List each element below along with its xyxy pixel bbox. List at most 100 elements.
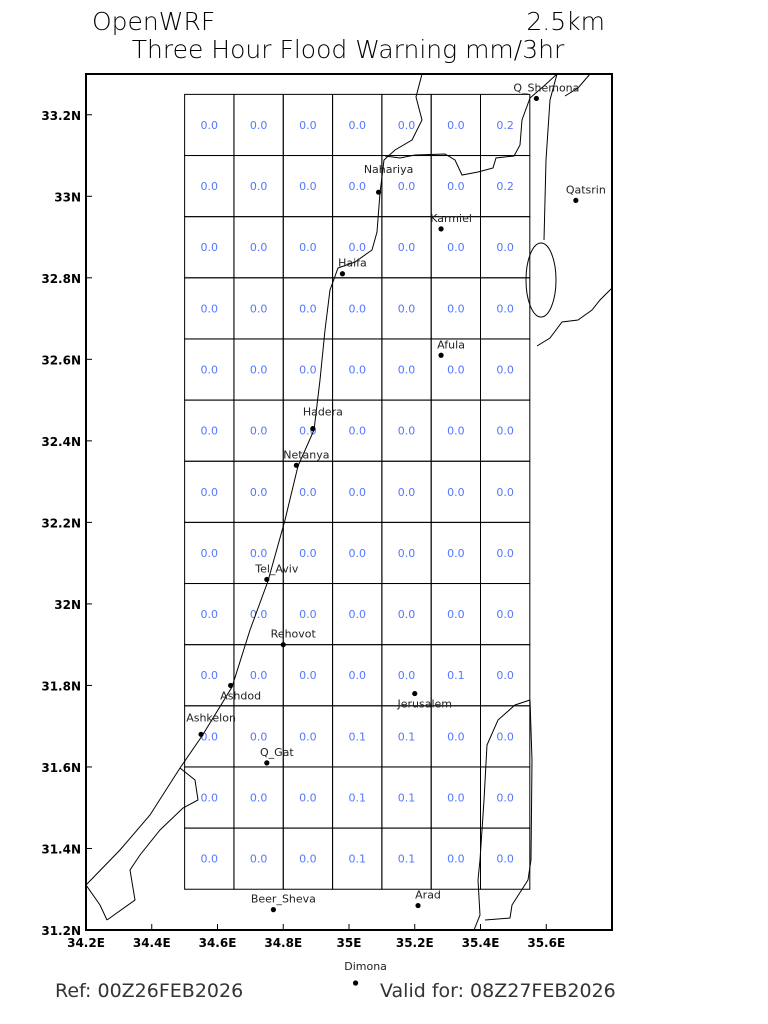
cell-value: 0.1 xyxy=(398,853,416,866)
cell-value: 0.0 xyxy=(348,669,366,682)
cell-value: 0.0 xyxy=(348,486,366,499)
cell-value: 0.0 xyxy=(447,730,465,743)
city-dot xyxy=(438,226,444,232)
city-label: Tel_Aviv xyxy=(254,562,299,575)
cell-value: 0.0 xyxy=(398,486,416,499)
cell-value: 0.0 xyxy=(348,608,366,621)
cell-value: 0.0 xyxy=(348,425,366,438)
cell-value: 0.0 xyxy=(447,241,465,254)
city-label: Beer_Sheva xyxy=(251,893,316,906)
cell-value: 0.0 xyxy=(496,792,514,805)
cell-value: 0.0 xyxy=(250,119,268,132)
cell-value: 0.0 xyxy=(398,180,416,193)
city-dot xyxy=(198,731,204,737)
cell-value: 0.0 xyxy=(348,364,366,377)
city-dot xyxy=(228,682,234,689)
cell-value: 0.0 xyxy=(398,669,416,682)
cell-value: 0.0 xyxy=(250,302,268,315)
city-label: Jerusalem xyxy=(396,698,452,711)
city-label: Q_Gat xyxy=(260,746,294,759)
ref-time: Ref: 00Z26FEB2026 xyxy=(55,980,243,1002)
city-label: Q_Shemona xyxy=(513,81,579,94)
city-dot xyxy=(438,352,444,358)
eastern-border xyxy=(536,287,613,347)
city-dot xyxy=(533,95,539,102)
cell-value: 0.0 xyxy=(398,119,416,132)
cell-value: 0.0 xyxy=(348,241,366,254)
x-tick-label: 34.4E xyxy=(133,936,171,950)
cell-value: 0.0 xyxy=(496,425,514,438)
x-tick-label: 34.6E xyxy=(199,936,237,950)
cell-value: 0.1 xyxy=(348,792,366,805)
cell-value: 0.0 xyxy=(201,792,219,805)
cell-value: 0.0 xyxy=(496,364,514,377)
cell-value: 0.0 xyxy=(496,730,514,743)
cell-value: 0.0 xyxy=(496,669,514,682)
y-tick-label: 32N xyxy=(54,598,81,612)
city-dot xyxy=(264,576,270,583)
cell-value: 0.2 xyxy=(496,180,514,193)
cell-value: 0.0 xyxy=(250,547,268,560)
city-dot xyxy=(280,642,286,648)
city-label: Karmiel xyxy=(430,212,472,225)
cell-value: 0.0 xyxy=(201,853,219,866)
cell-value: 0.1 xyxy=(398,730,416,743)
cell-value: 0.0 xyxy=(447,792,465,805)
cell-value: 0.0 xyxy=(496,853,514,866)
cell-value: 0.0 xyxy=(299,302,317,315)
city-dot xyxy=(352,980,359,986)
cell-value: 0.0 xyxy=(496,547,514,560)
y-tick-label: 33N xyxy=(54,190,81,204)
city-dot xyxy=(339,271,346,277)
cell-value: 0.0 xyxy=(496,608,514,621)
y-tick-label: 32.2N xyxy=(41,516,81,530)
warning-grid: 0.0 0.0 0.0 0.0 0.0 0.0 0.2 0.0 0.0 0.0 0.0 0.0 0.0 0… xyxy=(184,93,531,890)
cell-value: 0.0 xyxy=(496,241,514,254)
city-dot xyxy=(573,197,579,203)
cell-value: 0.0 xyxy=(447,425,465,438)
cell-value: 0.0 xyxy=(299,364,317,377)
dead-sea-east xyxy=(484,699,533,921)
city-label: Nahariya xyxy=(364,163,414,176)
cell-value: 0.0 xyxy=(201,608,219,621)
city-dot xyxy=(270,907,276,913)
axes: 34.2E 34.4E 34.6E 34.8E 35E 35.2E 35.4E 35.6E 31… xyxy=(41,109,565,950)
y-tick-label: 32.8N xyxy=(41,272,81,286)
cell-value: 0.0 xyxy=(447,547,465,560)
cell-value: 0.0 xyxy=(250,853,268,866)
cell-value: 0.0 xyxy=(299,853,317,866)
city-dot xyxy=(264,760,270,766)
cell-value: 0.0 xyxy=(250,669,268,682)
coast-south xyxy=(85,884,108,921)
cell-value: 0.0 xyxy=(398,241,416,254)
x-tick-label: 35.2E xyxy=(396,936,434,950)
cell-value: 0.0 xyxy=(348,180,366,193)
cell-value: 0.0 xyxy=(299,180,317,193)
cell-value: 0.0 xyxy=(447,180,465,193)
dead-sea-west xyxy=(473,699,531,931)
cell-value: 0.0 xyxy=(299,486,317,499)
cell-value: 0.0 xyxy=(250,241,268,254)
cell-value: 0.0 xyxy=(398,547,416,560)
cell-value: 0.0 xyxy=(496,302,514,315)
cell-value: 0.0 xyxy=(299,669,317,682)
cell-value: 0.1 xyxy=(348,853,366,866)
city-label: Haifa xyxy=(338,257,367,270)
lake-kinneret xyxy=(525,242,557,318)
coastline xyxy=(85,73,423,886)
cell-value: 0.0 xyxy=(447,302,465,315)
cell-value: 0.0 xyxy=(348,547,366,560)
x-tick-label: 35.4E xyxy=(462,936,500,950)
city-dot xyxy=(310,426,316,432)
cell-value: 0.0 xyxy=(447,608,465,621)
y-tick-label: 31.6N xyxy=(41,761,81,775)
y-tick-label: 31.8N xyxy=(41,679,81,693)
city-label: Rehovot xyxy=(271,628,317,641)
cell-value: 0.0 xyxy=(299,730,317,743)
city-dot xyxy=(412,690,418,697)
cell-value: 0.0 xyxy=(447,119,465,132)
cell-value: 0.0 xyxy=(348,119,366,132)
cell-value: 0.0 xyxy=(201,302,219,315)
resolution-label: 2.5km xyxy=(526,7,605,36)
city-label: Ashdod xyxy=(220,689,261,702)
